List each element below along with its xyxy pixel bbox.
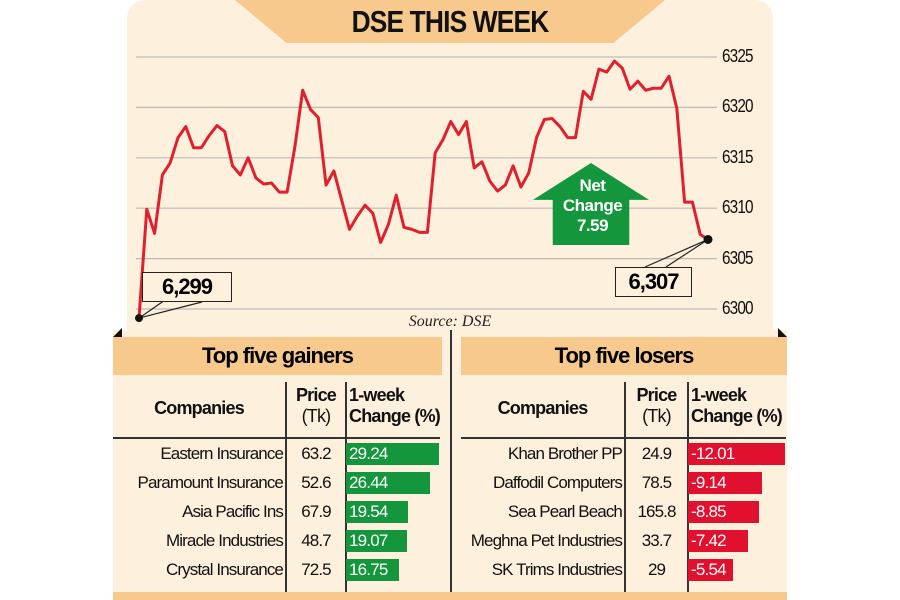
change-bar: 29.24 — [346, 443, 439, 465]
company-name: Miracle Industries — [165, 531, 284, 550]
y-tick-label: 6305 — [722, 247, 753, 268]
leader-line — [138, 301, 203, 319]
header-divider — [113, 437, 440, 439]
net-change-title: Net Change — [562, 176, 623, 215]
column-header-companies: Companies — [154, 398, 245, 418]
change-bar: -8.85 — [688, 501, 760, 523]
y-tick-label: 6325 — [722, 46, 753, 66]
column-header-price: Price (Tk) — [287, 385, 345, 427]
y-tick-label: 6315 — [722, 146, 753, 167]
gainers-heading: Top five gainers — [113, 337, 442, 375]
y-tick-label: 6300 — [722, 298, 753, 318]
price-label: Price — [295, 385, 337, 405]
bottom-band — [113, 592, 787, 600]
price-label: Price — [636, 385, 677, 405]
price-unit: (Tk) — [642, 406, 672, 426]
change-bar: 19.54 — [346, 501, 409, 523]
y-tick-label: 6320 — [722, 96, 753, 117]
start-point — [135, 314, 143, 323]
column-header-change-line2: Change (%) — [691, 406, 783, 426]
price-value: 33.7 — [641, 531, 672, 550]
column-divider — [687, 382, 689, 592]
net-change-value: 7.59 — [576, 216, 609, 235]
column-header-change-line1: 1-week — [691, 385, 747, 405]
company-name: Sea Pearl Beach — [507, 502, 623, 521]
column-header-change-line1: 1-week — [349, 385, 405, 405]
column-divider — [285, 382, 287, 592]
losers-heading: Top five losers — [461, 337, 787, 375]
price-unit: (Tk) — [301, 406, 332, 426]
leader-line — [665, 238, 709, 268]
change-bar: 16.75 — [346, 559, 400, 581]
title-band — [235, 0, 665, 43]
company-name: Crystal Insurance — [166, 560, 284, 579]
change-bar: -12.01 — [688, 443, 785, 465]
company-name: Asia Pacific Ins — [182, 502, 284, 521]
change-bar: -7.42 — [688, 530, 748, 552]
column-header-companies: Companies — [497, 398, 589, 418]
price-value: 67.9 — [301, 502, 331, 521]
price-value: 72.5 — [301, 560, 331, 579]
change-bar: 26.44 — [346, 472, 431, 494]
price-value: 52.6 — [301, 473, 331, 492]
price-value: 63.2 — [301, 444, 331, 463]
column-divider — [624, 382, 626, 592]
start-value-label: 6,299 — [142, 272, 232, 302]
price-value: 29 — [647, 560, 666, 579]
net-change-label: Net Change 7.59 — [553, 176, 632, 236]
change-bar: -9.14 — [688, 472, 762, 494]
company-name: SK Trims Industries — [491, 560, 623, 579]
price-value: 78.5 — [641, 473, 672, 492]
column-header-change-line2: Change (%) — [349, 406, 441, 426]
company-name: Daffodil Computers — [493, 473, 623, 492]
price-value: 48.7 — [301, 531, 331, 550]
source-note: Source: DSE — [408, 313, 492, 330]
end-value-label: 6,307 — [615, 267, 692, 297]
company-name: Khan Brother PP — [507, 444, 623, 463]
company-name: Meghna Pet Industries — [470, 531, 623, 550]
y-tick-label: 6310 — [722, 197, 753, 218]
end-point — [703, 234, 713, 244]
section-divider — [450, 330, 452, 592]
chart-title: DSE THIS WEEK — [351, 4, 550, 39]
header-divider — [461, 437, 786, 439]
company-name: Eastern Insurance — [160, 444, 284, 463]
price-value: 165.8 — [637, 502, 676, 521]
company-name: Paramount Insurance — [137, 473, 284, 492]
change-bar: 19.07 — [346, 530, 407, 552]
price-value: 24.9 — [641, 444, 672, 463]
leader-line — [644, 238, 709, 268]
change-bar: -5.54 — [688, 559, 733, 581]
column-divider — [345, 382, 347, 592]
index-line — [137, 59, 709, 319]
column-header-price: Price (Tk) — [626, 385, 687, 427]
